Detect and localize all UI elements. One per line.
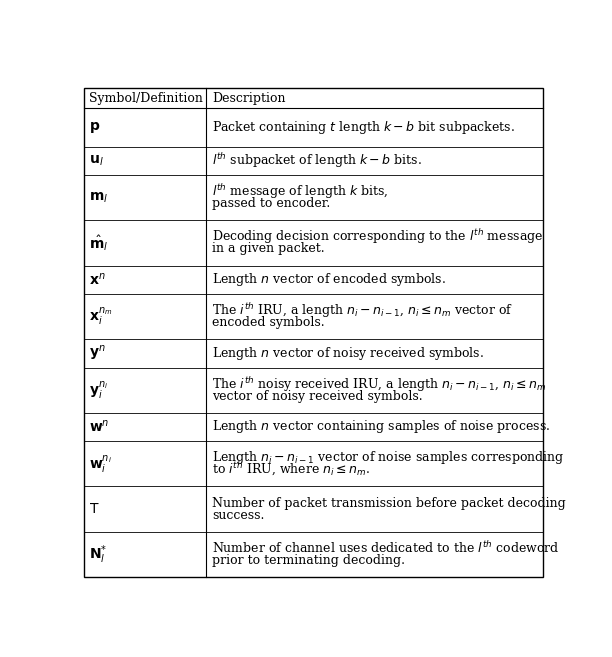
Text: Length $n$ vector of encoded symbols.: Length $n$ vector of encoded symbols. xyxy=(212,271,446,288)
Text: $\mathbf{x}_{i}^{n_{m}}$: $\mathbf{x}_{i}^{n_{m}}$ xyxy=(89,306,112,327)
Text: Decoding decision corresponding to the $l^{th}$ message: Decoding decision corresponding to the $… xyxy=(212,227,543,246)
Text: Number of packet transmission before packet decoding: Number of packet transmission before pac… xyxy=(212,497,565,510)
Text: $\hat{\mathbf{m}}_{l}$: $\hat{\mathbf{m}}_{l}$ xyxy=(89,233,108,253)
Text: $\mathbf{N}_{l}^{*}$: $\mathbf{N}_{l}^{*}$ xyxy=(89,543,107,566)
Text: Length $n$ vector of noisy received symbols.: Length $n$ vector of noisy received symb… xyxy=(212,345,484,362)
Text: The $i^{th}$ noisy received IRU, a length $n_i - n_{i-1}$, $n_i \leq n_m$: The $i^{th}$ noisy received IRU, a lengt… xyxy=(212,374,547,394)
Text: Symbol/Definition: Symbol/Definition xyxy=(89,92,203,104)
Text: Length $n_i - n_{i-1}$ vector of noise samples corresponding: Length $n_i - n_{i-1}$ vector of noise s… xyxy=(212,449,564,466)
Text: $\mathbf{y}^{n}$: $\mathbf{y}^{n}$ xyxy=(89,344,106,363)
Text: in a given packet.: in a given packet. xyxy=(212,242,324,256)
Text: $\mathbf{p}$: $\mathbf{p}$ xyxy=(89,120,100,135)
Text: $\mathrm{T}$: $\mathrm{T}$ xyxy=(89,502,99,516)
Text: Number of channel uses dedicated to the $l^{th}$ codeword: Number of channel uses dedicated to the … xyxy=(212,541,559,556)
Text: $l^{th}$ subpacket of length $k - b$ bits.: $l^{th}$ subpacket of length $k - b$ bit… xyxy=(212,151,422,170)
Text: to $i^{th}$ IRU, where $n_i \leq n_m$.: to $i^{th}$ IRU, where $n_i \leq n_m$. xyxy=(212,461,370,478)
Text: prior to terminating decoding.: prior to terminating decoding. xyxy=(212,554,405,567)
Text: $\mathbf{m}_{l}$: $\mathbf{m}_{l}$ xyxy=(89,191,108,205)
Text: success.: success. xyxy=(212,509,264,522)
Text: $\mathbf{y}_{i}^{n_{i}}$: $\mathbf{y}_{i}^{n_{i}}$ xyxy=(89,379,108,401)
Text: $\mathbf{w}_{i}^{n_{i}}$: $\mathbf{w}_{i}^{n_{i}}$ xyxy=(89,453,112,474)
Text: encoded symbols.: encoded symbols. xyxy=(212,316,324,329)
Text: vector of noisy received symbols.: vector of noisy received symbols. xyxy=(212,390,423,403)
Text: Description: Description xyxy=(212,92,286,104)
Text: Packet containing $t$ length $k - b$ bit subpackets.: Packet containing $t$ length $k - b$ bit… xyxy=(212,119,515,136)
Text: $\mathbf{x}^{n}$: $\mathbf{x}^{n}$ xyxy=(89,272,105,288)
Text: $l^{th}$ message of length $k$ bits,: $l^{th}$ message of length $k$ bits, xyxy=(212,182,389,201)
Text: $\mathbf{w}^{n}$: $\mathbf{w}^{n}$ xyxy=(89,419,110,435)
Text: The $i^{th}$ IRU, a length $n_i - n_{i-1}$, $n_i \leq n_m$ vector of: The $i^{th}$ IRU, a length $n_i - n_{i-1… xyxy=(212,301,513,320)
Text: $\mathbf{u}_{l}$: $\mathbf{u}_{l}$ xyxy=(89,154,103,168)
Text: passed to encoder.: passed to encoder. xyxy=(212,197,330,210)
Text: Length $n$ vector containing samples of noise process.: Length $n$ vector containing samples of … xyxy=(212,419,550,436)
